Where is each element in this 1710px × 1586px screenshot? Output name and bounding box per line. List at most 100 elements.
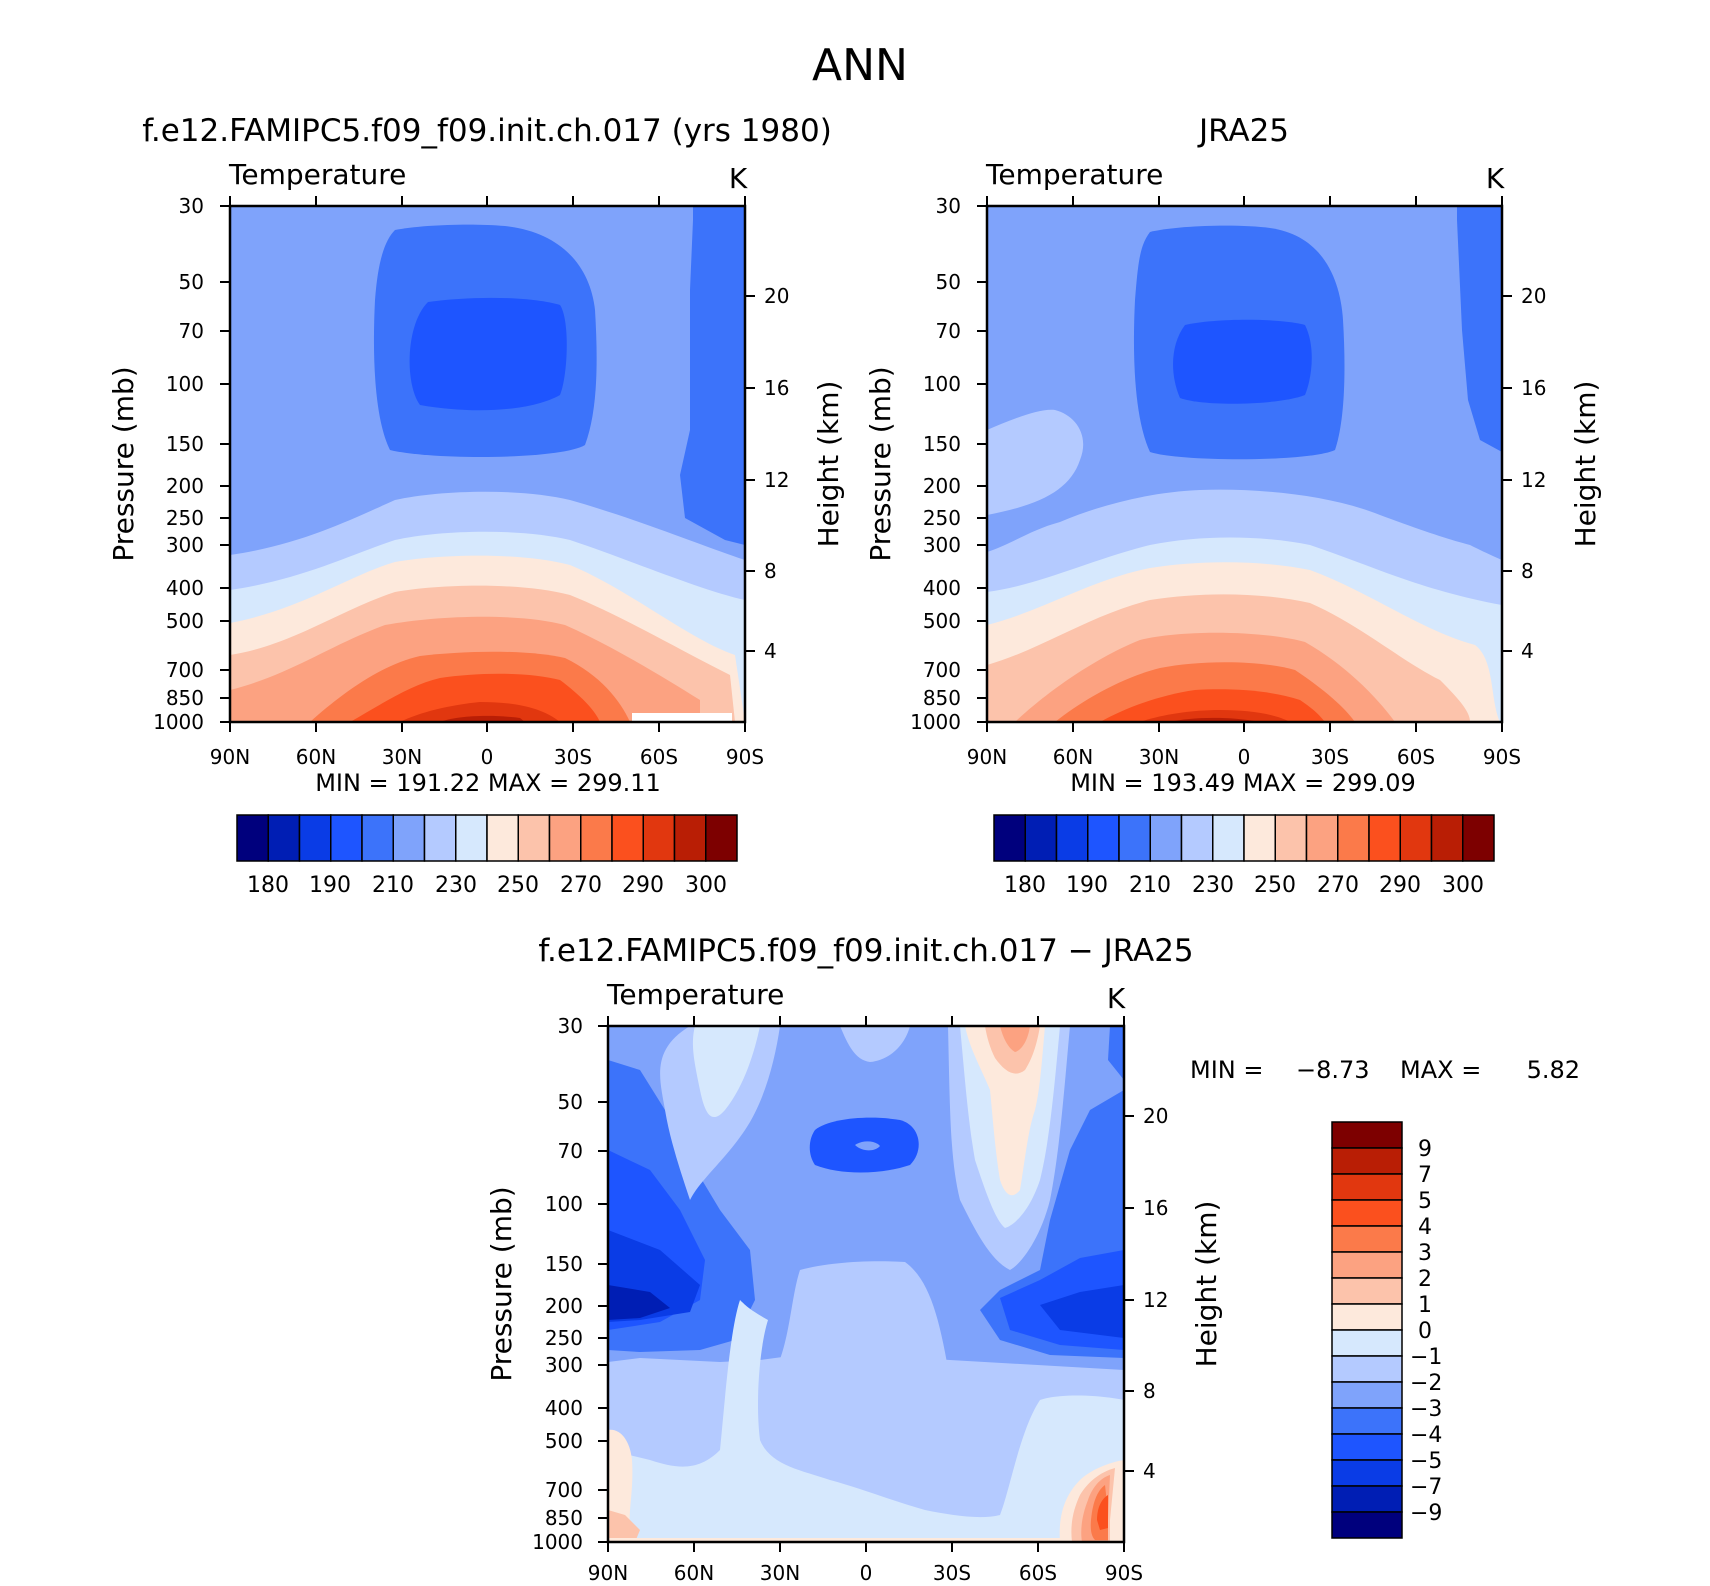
x-tick-label: 0	[1238, 745, 1251, 769]
colorbar-swatch	[1243, 814, 1276, 862]
y-tick-label: 500	[545, 1429, 583, 1453]
colorbar-swatch	[1331, 1381, 1403, 1409]
model-x-ticks: 90N 60N 30N 0 30S 60S 90S	[210, 745, 764, 769]
height-tick-label: 20	[1521, 284, 1546, 308]
colorbar-label: 180	[1004, 873, 1046, 898]
colorbar-swatch	[423, 814, 457, 862]
difference-colorbar	[1331, 1121, 1403, 1539]
colorbar-label: 4	[1418, 1215, 1432, 1240]
x-tick-label: 30S	[1311, 745, 1349, 769]
colorbar-swatch	[1331, 1433, 1403, 1461]
colorbar-swatch	[1331, 1277, 1403, 1305]
colorbar-swatch	[1212, 814, 1245, 862]
height-tick-label: 4	[1143, 1459, 1156, 1483]
difference-y-ticks-right: 20 16 12 8 4	[1143, 1104, 1168, 1483]
x-tick-label: 60N	[296, 745, 336, 769]
difference-y-ticks: 30 50 70 100 150 200 250 300 400 500 700…	[532, 1014, 583, 1554]
model-min-max-stats: MIN = 191.22 MAX = 299.11	[315, 769, 661, 797]
colorbar-swatch	[1149, 814, 1183, 862]
difference-y-axis-label: Pressure (mb)	[485, 1186, 518, 1381]
difference-x-ticks: 90N 60N 30N 0 30S 60S 90S	[588, 1561, 1143, 1585]
x-tick-label: 90S	[726, 745, 764, 769]
colorbar-label: −2	[1410, 1371, 1442, 1396]
colorbar-label: 5	[1418, 1189, 1432, 1214]
colorbar-swatch	[1462, 814, 1495, 862]
y-tick-label: 250	[545, 1326, 583, 1350]
colorbar-swatch	[1337, 814, 1370, 862]
colorbar-swatch	[1331, 1121, 1403, 1149]
max-value: 5.82	[1527, 1056, 1580, 1084]
x-tick-label: 90N	[210, 745, 250, 769]
y-tick-label: 150	[545, 1252, 583, 1276]
colorbar-label: 2	[1418, 1267, 1432, 1292]
difference-panel: f.e12.FAMIPC5.f09_f09.init.ch.017 − JRA2…	[485, 933, 1580, 1585]
height-tick-label: 20	[1143, 1104, 1168, 1128]
max-label: MAX =	[1400, 1056, 1481, 1084]
colorbar-swatch	[1331, 1147, 1403, 1175]
x-tick-label: 0	[860, 1561, 873, 1585]
y-tick-label: 700	[166, 658, 204, 682]
y-tick-label: 850	[166, 686, 204, 710]
y-tick-label: 200	[923, 474, 961, 498]
colorbar-label: −7	[1410, 1475, 1442, 1500]
difference-units-label: K	[1107, 982, 1126, 1015]
colorbar-swatch	[1331, 1329, 1403, 1357]
obs-y-ticks-right: 20 16 12 8 4	[1521, 284, 1546, 663]
obs-y-ticks: 30 50 70 100 150 200 250 300 400 500 700…	[910, 194, 961, 734]
y-tick-label: 300	[545, 1353, 583, 1377]
colorbar-swatch	[517, 814, 551, 862]
height-tick-label: 12	[764, 468, 789, 492]
obs-min-max-stats: MIN = 193.49 MAX = 299.09	[1070, 769, 1416, 797]
min-value: −8.73	[1296, 1056, 1370, 1084]
obs-variable-label: Temperature	[985, 158, 1163, 191]
colorbar-swatch	[1331, 1485, 1403, 1513]
colorbar-label: 270	[1317, 873, 1359, 898]
model-y-axis-label: Pressure (mb)	[107, 366, 140, 561]
y-tick-label: 1000	[910, 710, 961, 734]
colorbar-swatch	[236, 814, 269, 862]
x-tick-label: 60S	[1019, 1561, 1057, 1585]
x-tick-label: 90S	[1483, 745, 1521, 769]
y-tick-label: 50	[936, 270, 961, 294]
colorbar-label: 290	[1379, 873, 1421, 898]
colorbar-swatch	[1331, 1511, 1403, 1539]
height-tick-label: 4	[1521, 639, 1534, 663]
difference-variable-label: Temperature	[606, 978, 784, 1011]
colorbar-label: 300	[1442, 873, 1484, 898]
colorbar-swatch	[1331, 1225, 1403, 1253]
y-tick-label: 500	[923, 609, 961, 633]
y-tick-label: 70	[936, 319, 961, 343]
y-tick-label: 200	[166, 474, 204, 498]
y-tick-label: 300	[923, 533, 961, 557]
colorbar-label: 210	[372, 873, 414, 898]
colorbar-label: 7	[1418, 1163, 1432, 1188]
colorbar-swatch	[993, 814, 1026, 862]
colorbar-swatch	[673, 814, 707, 862]
colorbar-swatch	[611, 814, 644, 862]
model-colorbar-labels: 180 190 210 230 250 270 290 300	[247, 873, 727, 898]
y-tick-label: 100	[923, 372, 961, 396]
height-tick-label: 8	[764, 559, 777, 583]
difference-min-max-stats: MIN = −8.73 MAX = 5.82	[1190, 1056, 1580, 1084]
height-tick-label: 16	[1143, 1196, 1168, 1220]
colorbar-label: 230	[1192, 873, 1234, 898]
colorbar-label: 230	[435, 873, 477, 898]
obs-contour-field	[987, 206, 1502, 722]
y-tick-label: 1000	[153, 710, 204, 734]
colorbar-swatch	[330, 814, 363, 862]
y-tick-label: 400	[923, 576, 961, 600]
colorbar-swatch	[1399, 814, 1433, 862]
x-tick-label: 60N	[674, 1561, 714, 1585]
colorbar-swatch	[1430, 814, 1464, 862]
colorbar-swatch	[267, 814, 301, 862]
model-y-axis-label-right: Height (km)	[812, 381, 845, 548]
y-tick-label: 70	[179, 319, 204, 343]
y-tick-label: 850	[923, 686, 961, 710]
height-tick-label: 12	[1143, 1288, 1168, 1312]
colorbar-swatch	[1087, 814, 1120, 862]
colorbar-label: −9	[1410, 1501, 1442, 1526]
colorbar-swatch	[1305, 814, 1339, 862]
colorbar-label: −5	[1410, 1449, 1442, 1474]
colorbar-swatch	[705, 814, 738, 862]
y-tick-label: 50	[558, 1090, 583, 1114]
